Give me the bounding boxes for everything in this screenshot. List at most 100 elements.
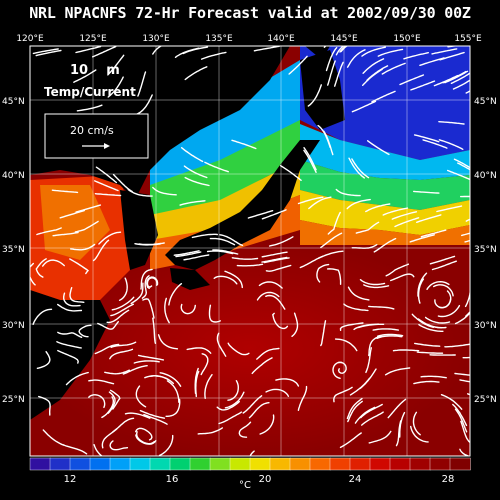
current-streamline bbox=[464, 239, 470, 243]
current-streamline bbox=[291, 312, 299, 337]
current-streamline bbox=[385, 263, 410, 277]
current-streamline bbox=[107, 76, 124, 98]
vector-scale-box: 20 cm/s bbox=[44, 113, 149, 159]
current-streamline bbox=[224, 270, 243, 289]
lon-label: 130°E bbox=[142, 34, 170, 44]
current-streamline bbox=[93, 444, 103, 456]
current-streamline bbox=[204, 161, 229, 173]
current-streamline bbox=[413, 380, 440, 385]
current-streamline bbox=[444, 343, 470, 348]
current-streamline bbox=[57, 349, 79, 364]
current-streamline bbox=[242, 395, 263, 414]
current-streamline bbox=[32, 308, 53, 325]
colorbar-tick-label: 24 bbox=[349, 474, 362, 485]
colorbar-tick-label: 12 bbox=[64, 474, 77, 485]
current-streamline bbox=[236, 263, 264, 267]
current-streamline bbox=[94, 343, 120, 355]
current-streamline bbox=[454, 408, 468, 433]
colorbar-cell bbox=[369, 457, 391, 471]
current-streamline bbox=[183, 165, 208, 179]
current-streamline bbox=[438, 121, 465, 125]
current-streamline bbox=[353, 323, 380, 331]
current-streamline bbox=[303, 147, 317, 171]
current-streamline bbox=[354, 406, 376, 424]
current-streamline bbox=[75, 204, 102, 213]
colorbar-tick-label: 28 bbox=[442, 474, 455, 485]
map-title: NRL NPACNFS 72-Hr Forecast valid at 2002… bbox=[29, 4, 471, 22]
current-streamline bbox=[107, 391, 116, 414]
current-streamline bbox=[297, 196, 324, 205]
lon-label: 135°E bbox=[205, 34, 233, 44]
current-streamline bbox=[213, 275, 238, 285]
current-streamline bbox=[431, 260, 457, 271]
current-streamline bbox=[377, 48, 404, 57]
current-streamline bbox=[51, 189, 79, 194]
current-streamline bbox=[208, 304, 221, 323]
current-streamline bbox=[327, 60, 336, 86]
colorbar bbox=[29, 457, 471, 471]
colorbar-cell bbox=[269, 457, 291, 471]
current-streamline bbox=[73, 69, 97, 83]
current-streamline bbox=[391, 211, 418, 220]
current-streamline bbox=[137, 71, 147, 97]
current-streamline bbox=[110, 303, 134, 317]
current-streamline bbox=[360, 403, 383, 419]
current-streamline bbox=[251, 357, 273, 375]
current-streamline bbox=[339, 46, 348, 53]
colorbar-cell bbox=[149, 457, 171, 471]
current-streamline bbox=[452, 403, 468, 427]
current-streamline bbox=[377, 333, 404, 337]
current-streamline bbox=[382, 207, 409, 216]
current-streamline bbox=[182, 46, 209, 55]
current-streamline bbox=[259, 414, 275, 435]
colorbar-cell bbox=[309, 457, 331, 471]
current-streamline bbox=[420, 229, 447, 238]
current-streamline bbox=[204, 374, 213, 399]
current-streamline bbox=[362, 58, 385, 74]
current-streamline bbox=[63, 292, 81, 307]
current-streamline bbox=[159, 372, 182, 387]
current-streamline bbox=[459, 448, 470, 456]
current-streamline bbox=[65, 371, 89, 386]
current-streamline bbox=[227, 380, 240, 401]
lat-label: 45°N bbox=[2, 97, 25, 107]
current-streamline bbox=[399, 74, 425, 86]
scale-label: 20 cm/s bbox=[70, 124, 114, 137]
current-streamline bbox=[452, 79, 470, 90]
current-streamline bbox=[265, 264, 292, 272]
colorbar-cell bbox=[389, 457, 411, 471]
current-streamline bbox=[438, 139, 464, 150]
current-streamline bbox=[69, 287, 85, 303]
lon-label: 140°E bbox=[267, 34, 295, 44]
current-streamline bbox=[433, 284, 454, 297]
current-streamline bbox=[334, 338, 358, 352]
current-streamline bbox=[332, 361, 343, 379]
current-streamline bbox=[392, 349, 420, 352]
current-streamline bbox=[183, 254, 210, 261]
current-streamline bbox=[139, 409, 166, 419]
current-streamline bbox=[303, 149, 317, 173]
current-streamline bbox=[98, 231, 122, 245]
lat-label: 25°N bbox=[2, 395, 25, 405]
current-streamline bbox=[417, 318, 443, 329]
current-streamline bbox=[279, 165, 302, 181]
current-streamline bbox=[212, 249, 239, 255]
colorbar-cell bbox=[89, 457, 111, 471]
lat-label: 40°N bbox=[2, 171, 25, 181]
colorbar-cell bbox=[69, 457, 91, 471]
current-streamline bbox=[339, 322, 364, 331]
current-streamline bbox=[442, 70, 467, 84]
lon-label: 125°E bbox=[79, 34, 107, 44]
current-streamline bbox=[130, 282, 144, 305]
current-streamline bbox=[265, 388, 290, 397]
current-streamline bbox=[376, 335, 403, 340]
current-streamline bbox=[94, 193, 122, 197]
current-streamline bbox=[142, 298, 155, 319]
current-streamline bbox=[247, 210, 274, 219]
current-streamline bbox=[143, 413, 168, 425]
current-streamline bbox=[261, 251, 288, 258]
current-streamline bbox=[384, 367, 411, 376]
current-streamline bbox=[200, 51, 227, 60]
current-streamline bbox=[316, 263, 330, 283]
